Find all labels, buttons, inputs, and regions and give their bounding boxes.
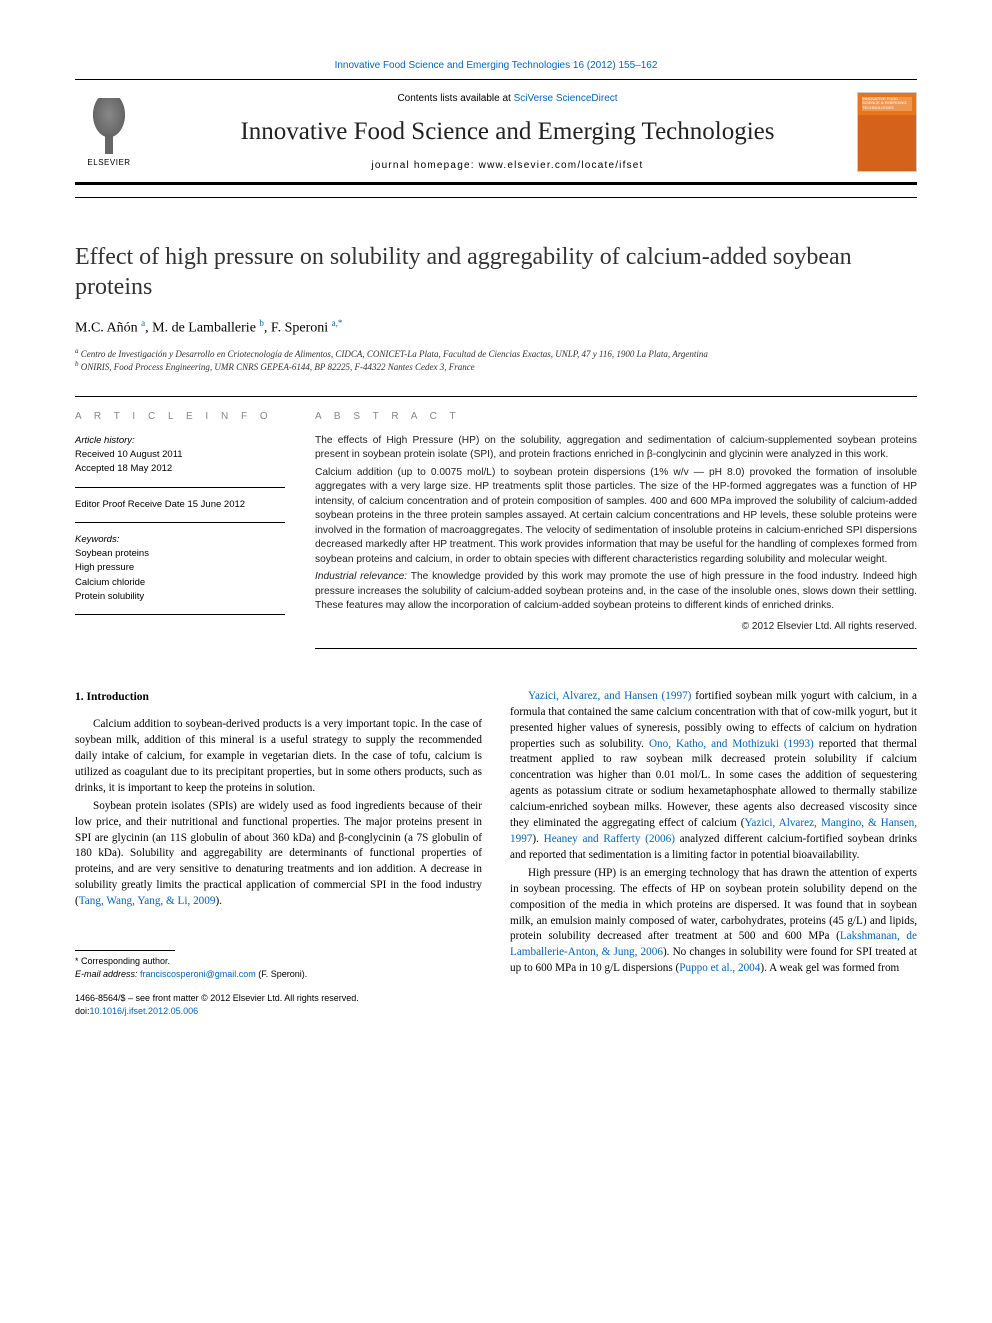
- abstract-p1: The effects of High Pressure (HP) on the…: [315, 434, 917, 463]
- keyword-2: High pressure: [75, 561, 285, 575]
- section-head-intro: 1. Introduction: [75, 689, 482, 705]
- elsevier-logo: ELSEVIER: [75, 93, 143, 171]
- elsevier-tree-icon: [81, 98, 137, 154]
- contents-prefix: Contents lists available at: [397, 93, 513, 104]
- journal-citation[interactable]: Innovative Food Science and Emerging Tec…: [75, 60, 917, 71]
- email-suffix: (F. Speroni).: [258, 969, 307, 979]
- editor-proof-date: Editor Proof Receive Date 15 June 2012: [75, 498, 285, 512]
- left-column: 1. Introduction Calcium addition to soyb…: [75, 689, 482, 1018]
- corresponding-email[interactable]: franciscosperoni@gmail.com: [140, 969, 256, 979]
- right-p1-c: reported that thermal treatment applied …: [510, 738, 917, 830]
- journal-name: Innovative Food Science and Emerging Tec…: [158, 118, 857, 146]
- header-center: Contents lists available at SciVerse Sci…: [158, 93, 857, 171]
- author-1-aff[interactable]: a: [141, 318, 145, 328]
- ref-tang-2009[interactable]: Tang, Wang, Yang, & Li, 2009: [79, 895, 216, 907]
- author-2: M. de Lamballerie: [152, 321, 256, 336]
- sciencedirect-link[interactable]: SciVerse ScienceDirect: [514, 93, 618, 104]
- history-block: Article history: Received 10 August 2011…: [75, 434, 285, 488]
- doi-line: doi:10.1016/j.ifset.2012.05.006: [75, 1005, 482, 1018]
- abstract-p2: Calcium addition (up to 0.0075 mol/L) to…: [315, 466, 917, 567]
- right-p1-d: ).: [532, 833, 543, 845]
- ref-heaney-2006[interactable]: Heaney and Rafferty (2006): [544, 833, 675, 845]
- homepage-prefix: journal homepage:: [371, 160, 478, 171]
- intro-p2-text: Soybean protein isolates (SPIs) are wide…: [75, 800, 482, 907]
- journal-header: ELSEVIER Contents lists available at Sci…: [75, 79, 917, 198]
- author-3: F. Speroni: [271, 321, 328, 336]
- email-label: E-mail address:: [75, 969, 138, 979]
- keyword-4: Protein solubility: [75, 590, 285, 604]
- journal-cover-thumbnail[interactable]: INNOVATIVE FOOD SCIENCE & EMERGING TECHN…: [857, 92, 917, 172]
- doi-block: 1466-8564/$ – see front matter © 2012 El…: [75, 992, 482, 1018]
- keywords-block: Keywords: Soybean proteins High pressure…: [75, 533, 285, 615]
- header-inner: ELSEVIER Contents lists available at Sci…: [75, 80, 917, 185]
- received-date: Received 10 August 2011: [75, 448, 285, 462]
- email-line: E-mail address: franciscosperoni@gmail.c…: [75, 968, 482, 981]
- keyword-3: Calcium chloride: [75, 576, 285, 590]
- abstract-header: A B S T R A C T: [315, 411, 917, 422]
- keywords-label: Keywords:: [75, 533, 285, 547]
- homepage-url[interactable]: www.elsevier.com/locate/ifset: [479, 160, 644, 171]
- right-p2-c: ). A weak gel was formed from: [760, 962, 899, 974]
- info-abstract-row: A R T I C L E I N F O Article history: R…: [75, 396, 917, 649]
- aff-key-a: a: [75, 347, 79, 355]
- footer-rule: [75, 950, 175, 951]
- issn-line: 1466-8564/$ – see front matter © 2012 El…: [75, 992, 482, 1005]
- abstract-column: A B S T R A C T The effects of High Pres…: [315, 396, 917, 649]
- doi-label: doi:: [75, 1006, 90, 1016]
- intro-p2-tail: ).: [215, 895, 222, 907]
- aff-text-b: ONIRIS, Food Process Engineering, UMR CN…: [81, 362, 475, 372]
- copyright-line: © 2012 Elsevier Ltd. All rights reserved…: [315, 620, 917, 634]
- article-title: Effect of high pressure on solubility an…: [75, 242, 917, 302]
- abstract-relevance: Industrial relevance: The knowledge prov…: [315, 570, 917, 613]
- abstract-text: The effects of High Pressure (HP) on the…: [315, 434, 917, 634]
- authors-line: M.C. Añón a, M. de Lamballerie b, F. Spe…: [75, 318, 917, 337]
- intro-p1: Calcium addition to soybean-derived prod…: [75, 717, 482, 797]
- editor-proof-block: Editor Proof Receive Date 15 June 2012: [75, 498, 285, 523]
- affiliations: a Centro de Investigación y Desarrollo e…: [75, 347, 917, 374]
- corresponding-label: * Corresponding author.: [75, 955, 482, 968]
- doi-link[interactable]: 10.1016/j.ifset.2012.05.006: [90, 1006, 199, 1016]
- intro-p2: Soybean protein isolates (SPIs) are wide…: [75, 799, 482, 910]
- author-2-aff[interactable]: b: [259, 318, 264, 328]
- body-columns: 1. Introduction Calcium addition to soyb…: [75, 689, 917, 1018]
- ref-puppo-2004[interactable]: Puppo et al., 2004: [679, 962, 760, 974]
- right-p2: High pressure (HP) is an emerging techno…: [510, 866, 917, 977]
- publisher-name: ELSEVIER: [87, 158, 130, 167]
- contents-line: Contents lists available at SciVerse Sci…: [158, 93, 857, 104]
- author-1: M.C. Añón: [75, 321, 138, 336]
- relevance-label: Industrial relevance:: [315, 571, 407, 582]
- cover-label: INNOVATIVE FOOD SCIENCE & EMERGING TECHN…: [862, 97, 912, 110]
- affiliation-b: b ONIRIS, Food Process Engineering, UMR …: [75, 360, 917, 374]
- right-p1: Yazici, Alvarez, and Hansen (1997) forti…: [510, 689, 917, 864]
- corresponding-star[interactable]: ,*: [336, 318, 343, 328]
- aff-text-a: Centro de Investigación y Desarrollo en …: [81, 349, 708, 359]
- right-column: Yazici, Alvarez, and Hansen (1997) forti…: [510, 689, 917, 1018]
- article-info-column: A R T I C L E I N F O Article history: R…: [75, 396, 285, 649]
- corresponding-footer: * Corresponding author. E-mail address: …: [75, 950, 482, 980]
- aff-key-b: b: [75, 360, 79, 368]
- affiliation-a: a Centro de Investigación y Desarrollo e…: [75, 347, 917, 361]
- history-label: Article history:: [75, 434, 285, 448]
- journal-homepage: journal homepage: www.elsevier.com/locat…: [158, 160, 857, 171]
- article-info-header: A R T I C L E I N F O: [75, 411, 285, 422]
- ref-yazici-1997[interactable]: Yazici, Alvarez, and Hansen (1997): [528, 690, 691, 702]
- keyword-1: Soybean proteins: [75, 547, 285, 561]
- ref-ono-1993[interactable]: Ono, Katho, and Mothizuki (1993): [649, 738, 814, 750]
- accepted-date: Accepted 18 May 2012: [75, 462, 285, 476]
